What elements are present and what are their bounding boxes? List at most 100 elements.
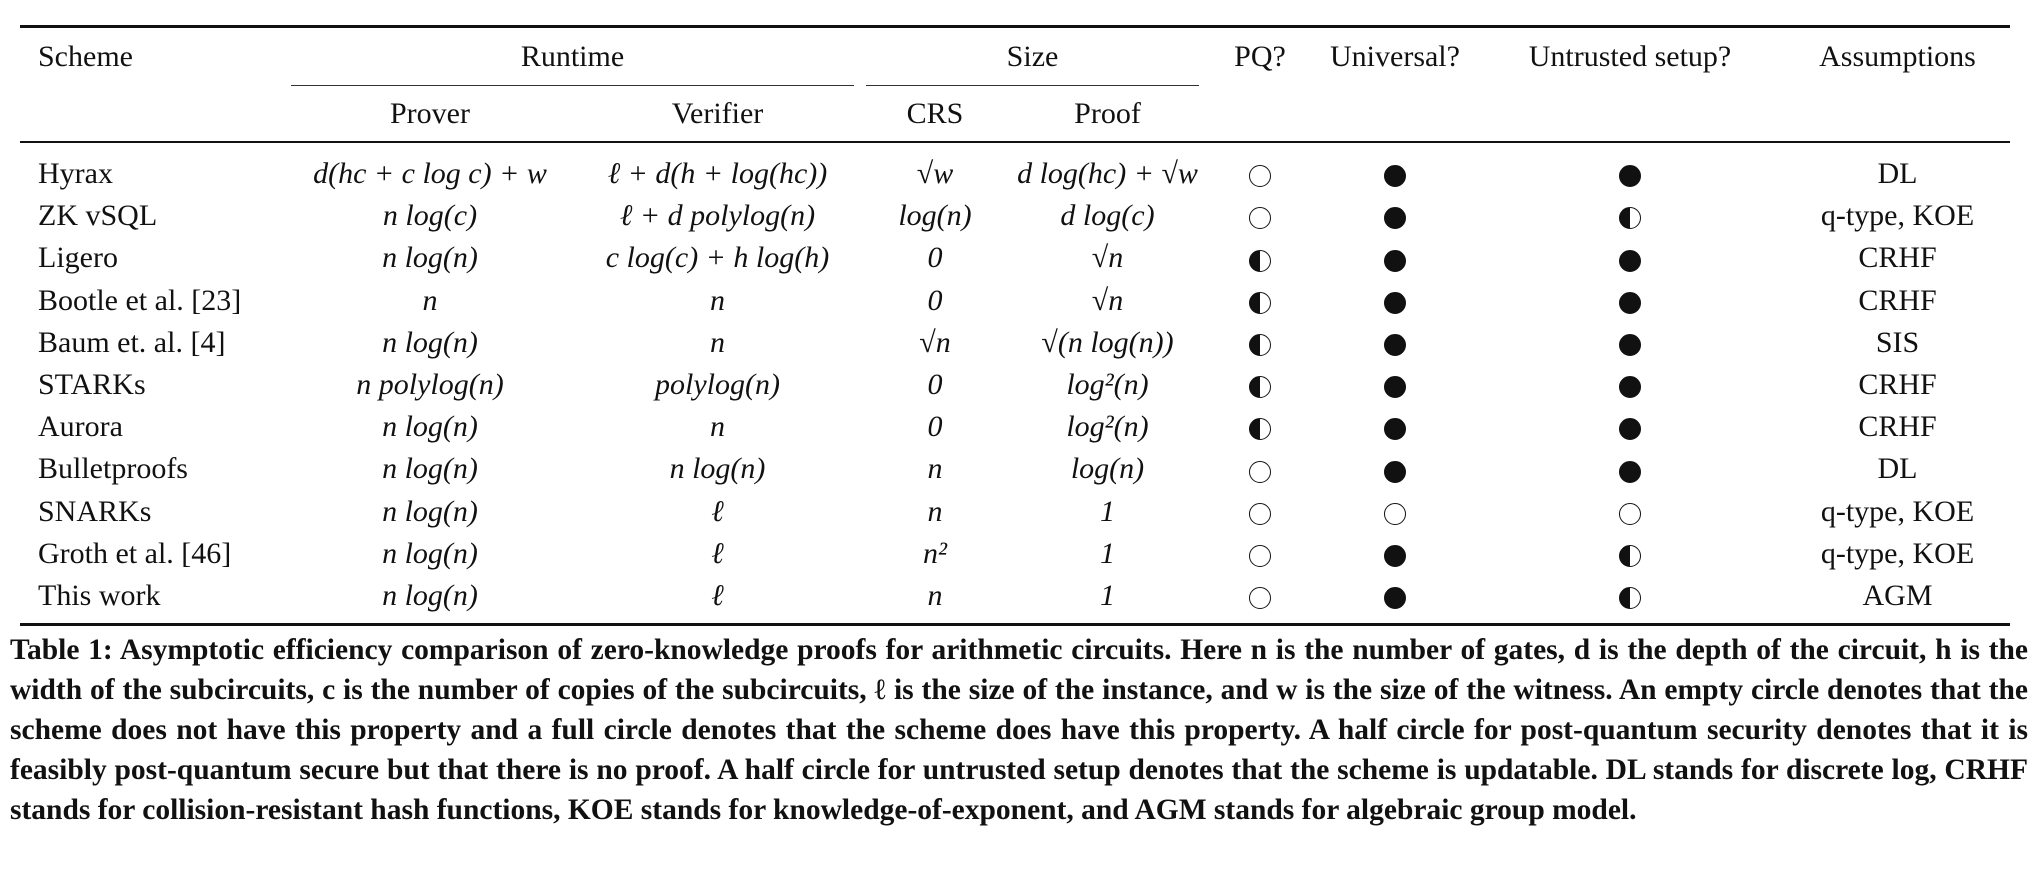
cell-crs: n	[860, 574, 1010, 627]
cell-scheme: ZK vSQL	[38, 199, 158, 233]
cell-pq	[1205, 140, 1315, 196]
comparison-table: Scheme Runtime Size PQ? Universal? Untru…	[20, 25, 2010, 627]
table-caption: Table 1: Asymptotic efficiency compariso…	[10, 634, 2028, 826]
half-circle-icon	[1249, 333, 1271, 356]
half-circle-icon	[1619, 587, 1641, 610]
cell-prover: n	[422, 283, 438, 317]
cell-verifier: ℓ	[711, 536, 724, 570]
cell-pq	[1205, 533, 1315, 575]
full-circle-icon	[1384, 376, 1406, 399]
cell-scheme: Ligero	[38, 241, 118, 275]
table-row: Baum et. al. [4] n log(n) n √n √(n log(n)) SI…	[20, 322, 2010, 364]
header-runtime: Runtime	[285, 25, 860, 87]
half-circle-icon	[1249, 291, 1271, 314]
cell-assumptions: CRHF	[1858, 283, 1937, 317]
empty-circle-icon	[1384, 502, 1406, 525]
cell-scheme: Bulletproofs	[38, 452, 188, 486]
half-circle-icon	[1249, 249, 1271, 272]
half-circle-icon	[1249, 418, 1271, 441]
cell-proof: √n	[1091, 283, 1124, 317]
cell-scheme: Aurora	[38, 410, 123, 444]
header-crs: CRS	[906, 96, 964, 130]
cell-pq	[1205, 237, 1315, 279]
cell-universal	[1315, 195, 1475, 237]
cell-verifier: c log(c) + h log(h)	[605, 241, 830, 275]
cell-verifier: n log(n)	[669, 452, 766, 486]
cell-prover: d(hc + c log c) + w	[285, 140, 575, 196]
cell-universal	[1315, 140, 1475, 196]
cell-scheme: Hyrax	[20, 140, 285, 196]
cell-verifier: ℓ	[575, 574, 860, 627]
cell-crs: 0	[927, 241, 943, 275]
header-scheme: Scheme	[20, 25, 285, 86]
cell-untrusted-setup	[1475, 195, 1785, 237]
empty-circle-icon	[1619, 502, 1641, 525]
full-circle-icon	[1384, 460, 1406, 483]
cell-scheme: Bootle et al. [23]	[38, 283, 242, 317]
cell-proof: d log(c)	[1060, 199, 1155, 233]
table-row: STARKs n polylog(n) polylog(n) 0 log²(n) CRHF	[20, 364, 2010, 406]
full-circle-icon	[1619, 376, 1641, 399]
cell-pq	[1205, 280, 1315, 322]
cell-proof: 1	[1100, 536, 1115, 570]
cell-universal	[1315, 406, 1475, 448]
cell-crs: n²	[923, 536, 947, 570]
cell-assumptions: q-type, KOE	[1820, 494, 1975, 528]
cell-untrusted-setup	[1475, 322, 1785, 364]
full-circle-icon	[1384, 165, 1406, 188]
empty-circle-icon	[1249, 544, 1271, 567]
comparison-table-container: Scheme Runtime Size PQ? Universal? Untru…	[20, 25, 2010, 627]
cell-universal	[1315, 364, 1475, 406]
half-circle-icon	[1619, 544, 1641, 567]
cell-crs: 0	[927, 283, 943, 317]
cell-verifier: n	[710, 410, 725, 444]
cell-proof: 1	[1010, 574, 1205, 627]
cell-crs: n	[927, 494, 943, 528]
cell-pq	[1205, 448, 1315, 490]
header-universal: Universal?	[1315, 25, 1475, 86]
cell-prover: n log(n)	[382, 241, 478, 275]
cell-crs: n	[927, 452, 943, 486]
cell-untrusted-setup	[1475, 491, 1785, 533]
cell-verifier: n	[710, 325, 725, 359]
cell-assumptions: DL	[1877, 452, 1918, 486]
cell-prover: n polylog(n)	[356, 368, 504, 402]
full-circle-icon	[1619, 460, 1641, 483]
cell-assumptions: CRHF	[1858, 368, 1937, 402]
empty-circle-icon	[1249, 207, 1271, 230]
full-circle-icon	[1384, 249, 1406, 272]
cell-pq	[1205, 322, 1315, 364]
cell-scheme: STARKs	[38, 368, 146, 402]
table-row: SNARKs n log(n) ℓ n 1 q-type, KOE	[20, 491, 2010, 533]
cell-universal	[1315, 448, 1475, 490]
cell-pq	[1205, 574, 1315, 627]
header-row-2: Prover Verifier CRS Proof	[20, 86, 2010, 142]
cell-crs: 0	[927, 368, 943, 402]
cell-scheme: SNARKs	[38, 494, 152, 528]
cell-untrusted-setup	[1475, 406, 1785, 448]
table-row: Ligero n log(n) c log(c) + h log(h) 0 √n CRHF	[20, 237, 2010, 279]
header-verifier: Verifier	[671, 96, 764, 130]
cell-assumptions: q-type, KOE	[1820, 199, 1975, 233]
full-circle-icon	[1384, 418, 1406, 441]
cell-crs: 0	[927, 410, 943, 444]
table-row: Bootle et al. [23] n n 0 √n CRHF	[20, 280, 2010, 322]
cell-universal	[1315, 280, 1475, 322]
header-pq: PQ?	[1205, 25, 1315, 86]
cell-prover: n log(c)	[382, 199, 478, 233]
table-row: ZK vSQL n log(c) ℓ + d polylog(n) log(n) d l…	[20, 195, 2010, 237]
cell-untrusted-setup	[1475, 448, 1785, 490]
table-row: Groth et al. [46] n log(n) ℓ n² 1 q-type, KOE	[20, 533, 2010, 575]
cell-pq	[1205, 406, 1315, 448]
full-circle-icon	[1384, 544, 1406, 567]
header-prover: Prover	[390, 96, 470, 130]
cell-crs: √n	[919, 325, 951, 359]
empty-circle-icon	[1249, 460, 1271, 483]
cell-verifier: n	[710, 283, 725, 317]
cell-assumptions: q-type, KOE	[1820, 536, 1975, 570]
half-circle-icon	[1619, 207, 1641, 230]
cell-untrusted-setup	[1475, 364, 1785, 406]
empty-circle-icon	[1249, 587, 1271, 610]
cell-verifier: ℓ	[711, 494, 724, 528]
